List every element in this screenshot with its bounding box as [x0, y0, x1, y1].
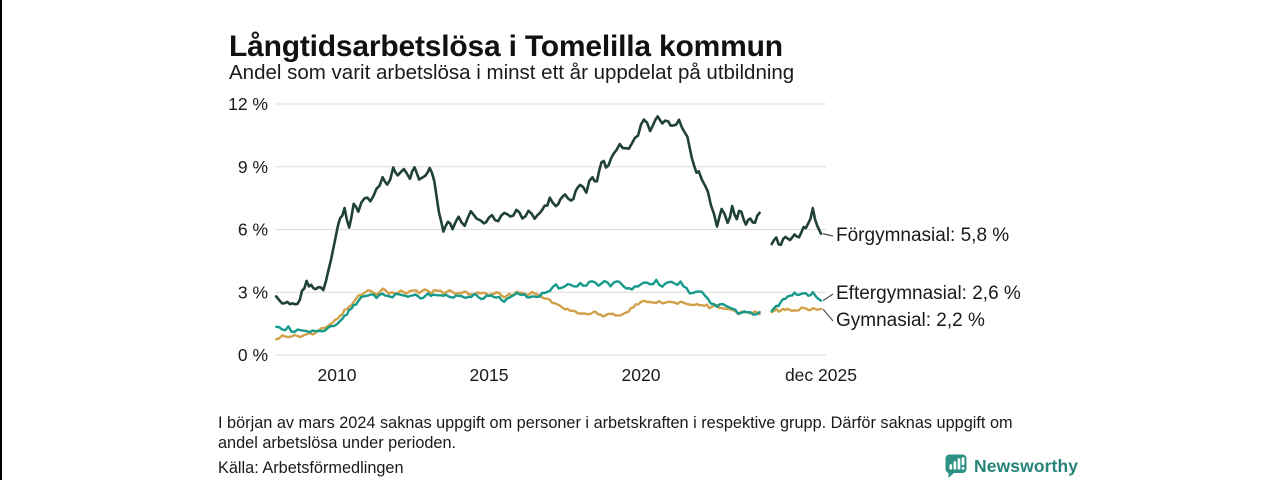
- y-tick-label: 6 %: [238, 220, 268, 240]
- x-tick-label: 2015: [470, 365, 509, 385]
- newsworthy-chart-bubble-icon: [945, 454, 967, 478]
- series-path-forgymnasial-after-gap: [770, 206, 823, 247]
- y-tick-label: 0 %: [238, 345, 268, 365]
- series-path-eftergymnasial: [275, 278, 761, 334]
- series-end-label-gymnasial: Gymnasial: 2,2 %: [836, 310, 985, 331]
- series-path-gymnasial-after-gap: [770, 306, 823, 314]
- series-end-label-forgymnasial: Förgymnasial: 5,8 %: [836, 225, 1010, 246]
- label-leader-eftergymnasial: [822, 293, 834, 302]
- left-edge-line: [0, 0, 2, 480]
- series-path-forgymnasial: [274, 115, 761, 306]
- y-tick-label: 9 %: [238, 157, 268, 177]
- y-tick-label: 12 %: [228, 94, 268, 114]
- x-tick-label: 2010: [318, 365, 357, 385]
- x-tick-label: 2020: [622, 365, 661, 385]
- series-path-gymnasial: [275, 287, 761, 341]
- series-path-eftergymnasial-after-gap: [770, 291, 823, 313]
- brand-name: Newsworthy: [974, 455, 1079, 476]
- footnote-text: I början av mars 2024 saknas uppgift om …: [218, 414, 1013, 453]
- series-end-label-eftergymnasial: Eftergymnasial: 2,6 %: [836, 283, 1021, 304]
- x-tick-label: dec 2025: [785, 365, 857, 385]
- y-tick-label: 3 %: [238, 282, 268, 302]
- page-subtitle: Andel som varit arbetslösa i minst ett å…: [229, 61, 795, 84]
- label-leader-gymnasial: [822, 308, 834, 322]
- newsworthy-logo: Newsworthy: [944, 453, 1078, 479]
- label-leader-forgymnasial: [822, 233, 834, 237]
- page-title: Långtidsarbetslösa i Tomelilla kommun: [229, 30, 783, 64]
- source-text: Källa: Arbetsförmedlingen: [218, 459, 404, 477]
